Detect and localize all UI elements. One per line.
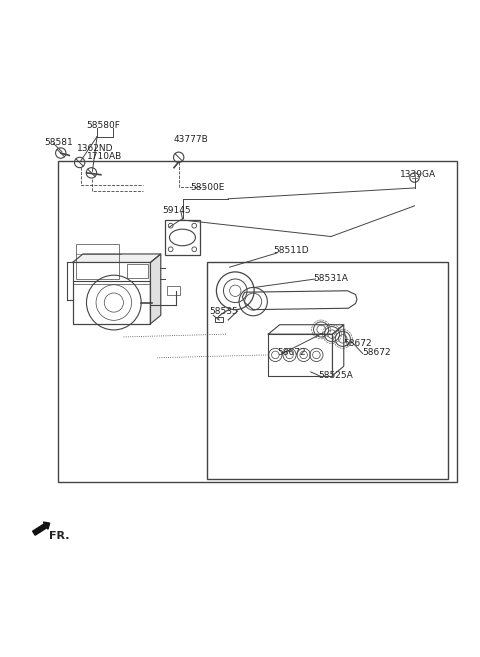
Polygon shape — [150, 254, 161, 324]
Text: 1339GA: 1339GA — [400, 170, 436, 179]
Text: 58531A: 58531A — [313, 273, 348, 283]
Text: 58525A: 58525A — [318, 371, 353, 380]
Text: 58672: 58672 — [344, 339, 372, 348]
Bar — [127, 264, 148, 277]
Text: 43777B: 43777B — [174, 135, 209, 145]
Bar — [76, 244, 119, 279]
Bar — [59, 161, 457, 482]
Bar — [207, 262, 447, 480]
Text: 1362ND: 1362ND — [77, 144, 114, 153]
Text: 58672: 58672 — [278, 348, 306, 357]
Text: 58535: 58535 — [209, 307, 238, 317]
Text: 59145: 59145 — [162, 206, 191, 215]
Bar — [215, 317, 223, 323]
Text: FR.: FR. — [49, 531, 70, 541]
Text: 58580F: 58580F — [87, 121, 120, 130]
Text: 58511D: 58511D — [273, 246, 309, 255]
FancyArrow shape — [33, 522, 49, 535]
Polygon shape — [72, 254, 161, 262]
Bar — [167, 286, 180, 296]
Bar — [72, 281, 150, 324]
Bar — [165, 220, 200, 256]
Text: 58581: 58581 — [44, 138, 73, 147]
Bar — [72, 262, 150, 324]
Bar — [268, 334, 333, 376]
Text: 58672: 58672 — [362, 348, 391, 357]
Text: 1710AB: 1710AB — [87, 152, 122, 161]
Text: 58500E: 58500E — [191, 183, 225, 193]
